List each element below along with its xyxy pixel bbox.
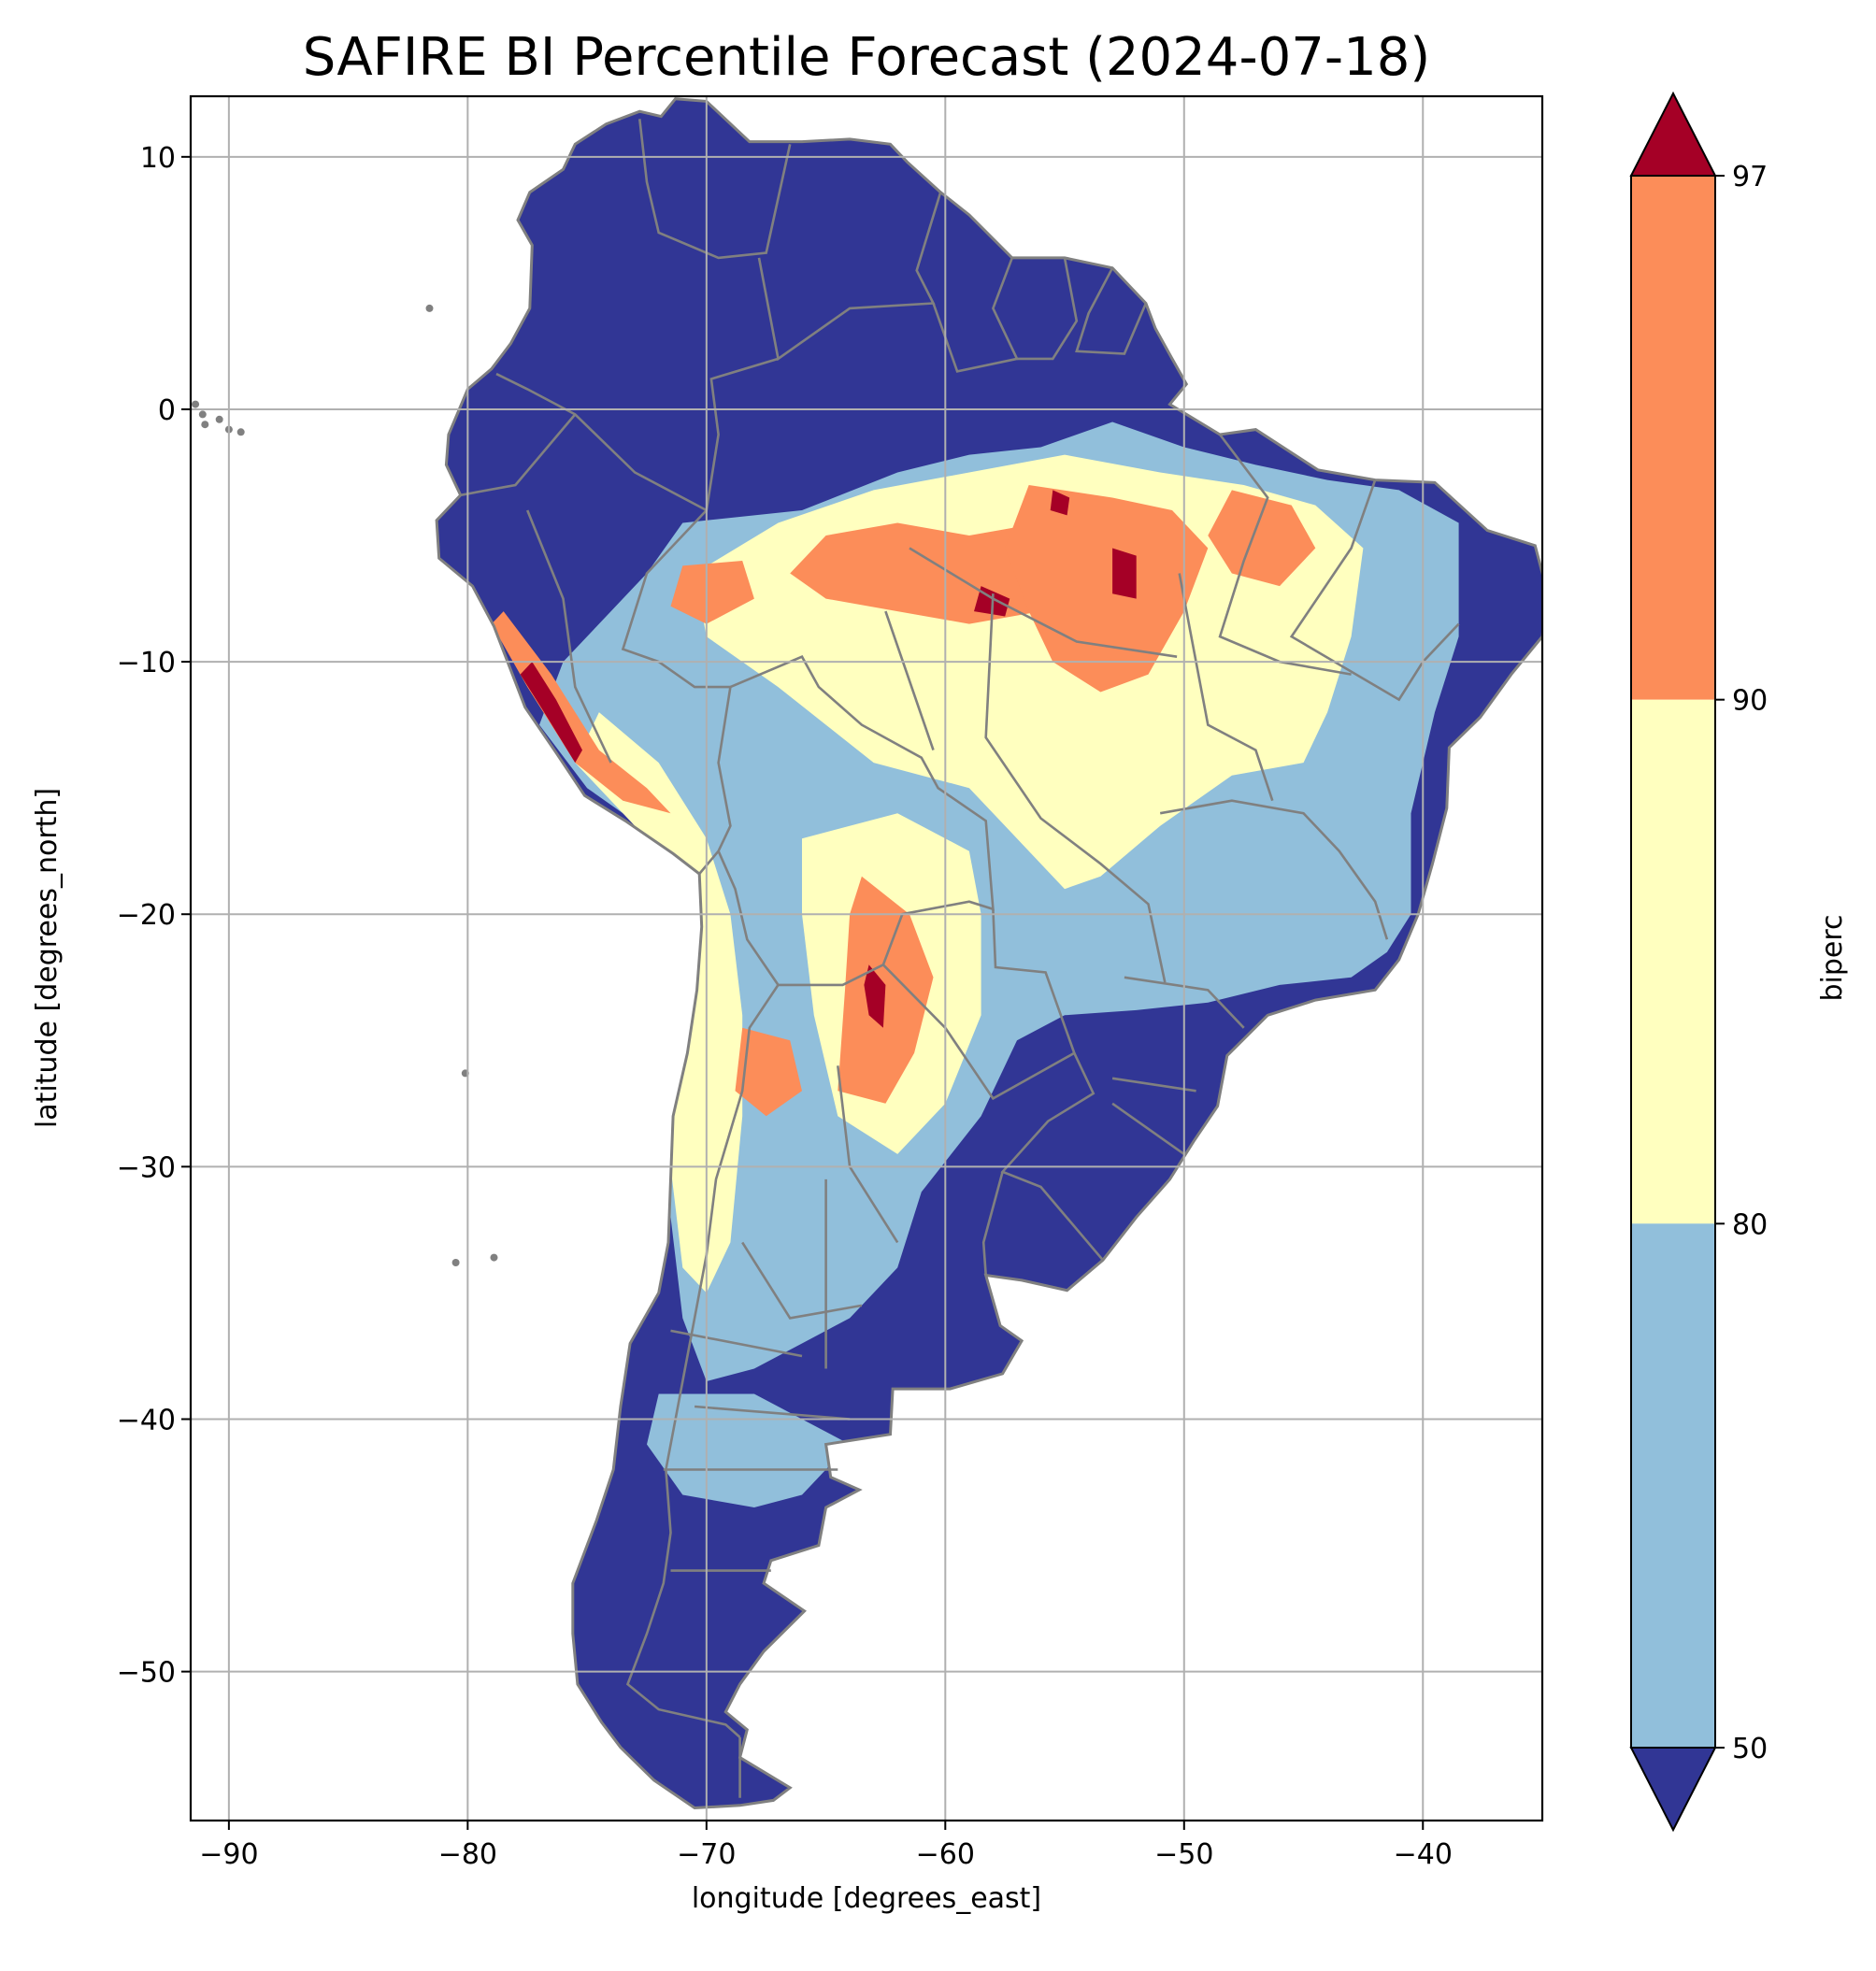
x-axis-ticks: −90 −80 −70 −60 −50 −40 — [199, 1821, 1453, 1871]
x-axis-label: longitude [degrees_east] — [692, 1882, 1041, 1915]
border-line-29 — [694, 1405, 851, 1421]
border-line-8 — [621, 509, 732, 875]
y-tick-label: −30 — [117, 1151, 176, 1184]
colorbar-tick-label: 80 — [1732, 1208, 1768, 1241]
region-90-97-south-amazon-east — [1005, 485, 1209, 693]
region-90-97-andes-argentina — [735, 1027, 802, 1117]
island-4 — [236, 428, 245, 436]
border-line-6 — [495, 357, 779, 512]
island-9 — [451, 1259, 460, 1266]
y-tick-label: 0 — [158, 394, 176, 427]
x-tick-label: −70 — [677, 1838, 736, 1871]
colorbar-segment-50-80 — [1631, 1223, 1715, 1748]
region-90-97-chaco — [838, 876, 934, 1104]
border-line-20 — [1289, 479, 1460, 702]
island-2 — [215, 415, 223, 423]
x-tick-label: −80 — [438, 1838, 497, 1871]
x-tick-label: −50 — [1154, 1838, 1213, 1871]
colorbar-extend-over — [1629, 91, 1717, 177]
border-line-27 — [741, 1241, 863, 1320]
x-tick-label: −60 — [916, 1838, 975, 1871]
y-tick-label: −10 — [117, 647, 176, 679]
y-axis-label: latitude [degrees_north] — [31, 788, 64, 1128]
region-90-97-acre — [670, 561, 754, 624]
border-line-17 — [984, 593, 1167, 983]
border-line-18 — [1178, 573, 1274, 802]
border-line-23 — [1111, 1077, 1196, 1093]
border-line-16 — [884, 610, 935, 751]
x-tick-label: −90 — [199, 1838, 258, 1871]
x-tick-label: −40 — [1394, 1838, 1453, 1871]
colorbar-segment-90-97 — [1631, 176, 1715, 700]
coastline — [435, 97, 1542, 1810]
y-tick-label: −20 — [117, 899, 176, 932]
border-line-5 — [1075, 267, 1148, 355]
region-over-97-peru — [520, 662, 582, 764]
island-6 — [198, 410, 207, 419]
y-tick-label: 10 — [140, 142, 176, 175]
border-line-2 — [757, 192, 942, 362]
y-tick-label: −50 — [117, 1657, 176, 1690]
border-line-12 — [981, 1171, 1004, 1276]
colorbar: 50 80 90 97 biperc — [1629, 91, 1849, 1833]
colorbar-tick-label: 90 — [1732, 685, 1768, 718]
chart-title: SAFIRE BI Percentile Forecast (2024-07-1… — [303, 27, 1430, 88]
colorbar-label: biperc — [1816, 914, 1849, 1001]
colorbar-tick-label: 97 — [1732, 161, 1768, 193]
region-50-80-patagonia-north — [647, 1393, 851, 1507]
colorbar-segment-80-90 — [1631, 699, 1715, 1224]
colorbar-frame — [1630, 175, 1716, 1749]
border-line-9 — [717, 655, 995, 987]
colorbar-ticks: 50 80 90 97 — [1715, 161, 1768, 1765]
colorbar-tick-label: 50 — [1732, 1733, 1768, 1765]
y-tick-label: −40 — [117, 1404, 176, 1436]
border-line-7 — [460, 413, 577, 497]
border-line-1 — [638, 119, 792, 260]
border-line-22 — [1124, 976, 1245, 1029]
region-over-97-chaco — [864, 964, 886, 1028]
border-line-4 — [1017, 257, 1079, 361]
gridlines — [191, 96, 1542, 1821]
border-line-19 — [1218, 434, 1352, 676]
region-80-90-andes — [575, 712, 743, 1293]
region-90-97-maranhao — [1208, 490, 1316, 587]
island-8 — [490, 1253, 498, 1262]
border-line-28 — [670, 1329, 803, 1358]
region-over-97-para-a — [1112, 548, 1137, 599]
y-axis-ticks: 10 0 −10 −20 −30 −40 −50 — [117, 142, 191, 1690]
border-line-21 — [1159, 799, 1389, 940]
axes-frame — [189, 94, 1544, 1822]
islands — [192, 304, 498, 1266]
island-1 — [201, 421, 209, 429]
island-10 — [425, 304, 434, 312]
border-line-15 — [909, 547, 1178, 658]
colorbar-extend-under — [1629, 1747, 1717, 1833]
border-line-24 — [1111, 1102, 1185, 1155]
region-over-97-para-c — [1050, 490, 1070, 516]
island-5 — [192, 400, 200, 408]
border-line-11 — [1000, 1052, 1104, 1262]
border-line-32 — [525, 509, 612, 764]
